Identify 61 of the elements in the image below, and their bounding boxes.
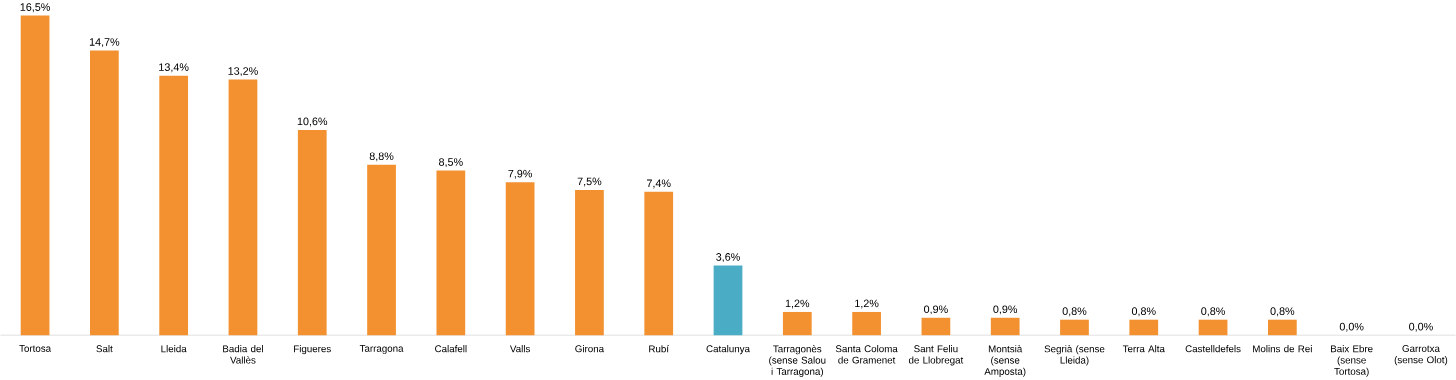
bar [852, 311, 881, 336]
data-label: 7,9% [508, 169, 533, 179]
data-label: 8,5% [439, 158, 463, 168]
x-tick-label: Tortosa [19, 345, 52, 352]
data-label: 16,5% [20, 3, 50, 13]
x-tick-label: Segrià (sense Lleida) [1044, 345, 1105, 366]
data-label: 0,9% [924, 305, 948, 315]
data-label: 1,2% [855, 299, 879, 309]
bar [90, 50, 119, 336]
x-tick-label: Terra Alta [1122, 345, 1165, 353]
data-label: 0,8% [1062, 307, 1087, 317]
x-tick-label: Figueres [294, 345, 331, 355]
x-tick-label: Garrotxa (sense Olot) [1394, 345, 1448, 366]
data-label: 7,4% [646, 179, 671, 189]
bar [159, 75, 189, 336]
x-tick-label: Badia del Vallès [223, 345, 263, 364]
data-label: 0,8% [1131, 307, 1156, 317]
bar [1267, 319, 1297, 336]
bar [297, 129, 327, 336]
data-label: 0,8% [1270, 307, 1295, 317]
data-label: 10,6% [297, 117, 328, 127]
x-tick-label: Tarragona [359, 345, 404, 354]
bar [713, 265, 743, 336]
x-tick-label: Santa Coloma de Gramenet [835, 345, 898, 364]
data-label: 0,0% [1339, 322, 1364, 332]
data-label: 0,9% [993, 305, 1018, 315]
x-tick-label: Molins de Rei [1253, 345, 1312, 353]
x-tick-label: Montsià (sense Amposta) [984, 345, 1026, 377]
bar [1198, 319, 1228, 336]
x-tick-label: Catalunya [706, 345, 750, 355]
x-tick-label: Sant Feliu de Llobregat [908, 345, 964, 366]
x-tick-label: Calafell [435, 345, 467, 353]
x-tick-label: Castelldefels [1185, 345, 1241, 353]
data-label: 13,4% [159, 63, 189, 73]
data-label: 3,6% [716, 253, 740, 262]
bar [575, 189, 604, 336]
x-tick-label: Baix Ebre (sense Tortosa) [1331, 345, 1373, 377]
bar [921, 317, 951, 336]
bar [1060, 319, 1089, 336]
bar [1129, 319, 1159, 336]
data-label: 1,2% [785, 299, 810, 309]
data-label: 14,7% [89, 38, 120, 47]
data-label: 8,8% [369, 152, 394, 162]
data-label: 0,0% [1409, 322, 1433, 332]
data-label: 0,8% [1201, 307, 1225, 317]
data-label: 13,2% [228, 67, 258, 77]
bar [990, 317, 1020, 336]
x-tick-label: Rubí [649, 345, 669, 353]
x-tick-label: Tarragonès (sense Salou i Tarragona) [769, 345, 826, 377]
bar [782, 311, 812, 336]
x-tick-label: Girona [575, 345, 605, 353]
data-label: 7,5% [577, 177, 602, 187]
x-tick-label: Salt [96, 345, 113, 353]
bar [644, 191, 674, 336]
x-tick-label: Valls [509, 345, 530, 353]
bar [228, 79, 258, 336]
bar [505, 182, 535, 336]
x-tick-label: Lleida [161, 345, 187, 353]
bar [367, 164, 396, 336]
bar [436, 170, 466, 336]
bar [20, 15, 50, 336]
